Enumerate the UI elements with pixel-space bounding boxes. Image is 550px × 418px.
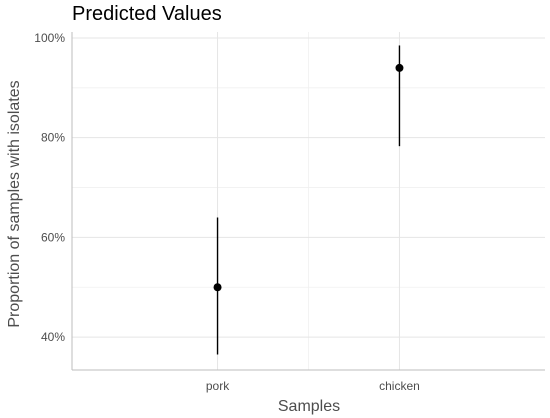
y-axis-tick-labels: 40% 60% 80% 100% [34, 31, 65, 344]
data-point-chicken [395, 63, 404, 72]
major-gridlines [71, 32, 545, 371]
y-tick-label: 80% [41, 131, 65, 145]
data-marks [213, 45, 404, 355]
minor-gridlines [72, 32, 545, 370]
y-tick-label: 40% [41, 330, 65, 344]
x-axis-title: Samples [278, 398, 340, 415]
x-axis-tick-labels: pork chicken [206, 379, 420, 393]
data-point-pork [213, 283, 222, 292]
y-tick-label: 60% [41, 230, 65, 244]
y-axis-title: Proportion of samples with isolates [6, 80, 23, 327]
x-tick-label: pork [206, 379, 230, 393]
y-tick-label: 100% [34, 31, 65, 45]
chart-title: Predicted Values [72, 3, 222, 25]
x-tick-label: chicken [379, 379, 420, 393]
